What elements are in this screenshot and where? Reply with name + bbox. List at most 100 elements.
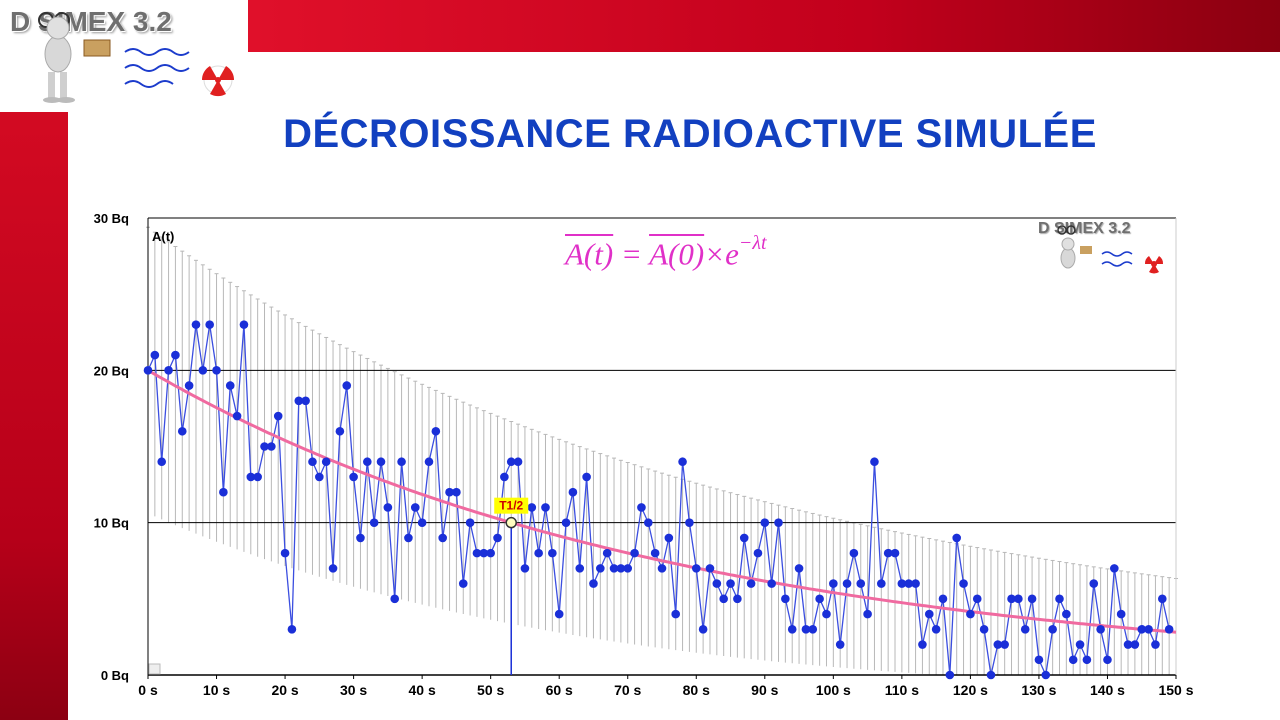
x-tick-label: 130 s (1021, 682, 1056, 698)
data-point (548, 548, 557, 558)
data-point (890, 548, 900, 558)
half-life-point (505, 516, 517, 529)
scroll-handle[interactable] (148, 663, 161, 675)
x-tick-label: 80 s (683, 682, 710, 698)
data-point (232, 411, 242, 421)
data-point (1157, 594, 1167, 604)
data-point (1082, 655, 1092, 665)
data-point (184, 381, 194, 390)
data-point (164, 366, 173, 375)
tick-labels: 0 s 10 s 20 s 30 s 40 s 50 s 60 s 70 s 80 s 90 s 1… (94, 211, 1194, 698)
data-point (246, 472, 256, 482)
page-title: DÉCROISSANCE RADIOACTIVE SIMULÉE (283, 112, 1097, 156)
data-point (294, 396, 304, 406)
data-point (321, 457, 331, 467)
x-tick-label: 60 s (546, 682, 573, 698)
data-point (1062, 609, 1071, 619)
data-point (397, 457, 406, 467)
y-tick-label: 10 Bq (94, 516, 129, 531)
data-point (643, 518, 653, 527)
data-point (842, 579, 852, 588)
data-point (685, 518, 694, 527)
x-tick-label: 150 s (1158, 682, 1193, 698)
y-tick-label: 0 Bq (101, 668, 129, 683)
data-point (500, 472, 509, 482)
x-tick-label: 30 s (340, 682, 367, 698)
x-tick-label: 50 s (477, 682, 504, 698)
data-point (739, 533, 749, 543)
x-tick-label: 40 s (409, 682, 436, 698)
data-point (554, 609, 564, 619)
half-life-label-bg (494, 497, 529, 514)
data-point (602, 548, 612, 558)
data-point (815, 594, 824, 604)
x-tick-label: 110 s (885, 682, 919, 698)
data-point (356, 533, 365, 543)
data-point (596, 564, 605, 573)
data-point (705, 564, 715, 573)
data-point (719, 594, 728, 604)
top-red-band (248, 0, 1280, 52)
data-point (657, 564, 667, 573)
formula-rhs: A(0) (649, 236, 705, 272)
data-point (883, 548, 893, 558)
data-point (1123, 640, 1133, 649)
data-point (575, 564, 585, 573)
data-point (328, 564, 338, 573)
data-point (1110, 564, 1119, 573)
half-life-marker: T1/2 (494, 497, 529, 675)
data-point (863, 609, 872, 619)
data-point (287, 625, 297, 634)
data-point (369, 518, 379, 527)
data-point (424, 457, 434, 467)
x-tick-label: 90 s (751, 682, 778, 698)
x-tick-label: 120 s (953, 682, 988, 698)
data-point (924, 609, 934, 619)
data-point (1130, 640, 1140, 649)
data-point (938, 594, 948, 604)
data-point (1027, 594, 1037, 604)
data-point (239, 320, 249, 329)
data-point (157, 457, 167, 467)
data-point (1151, 640, 1160, 649)
data-point (273, 411, 283, 421)
data-point (808, 625, 818, 634)
decay-formula: A(t) = A(0)×e−λt (565, 232, 767, 272)
data-point (664, 533, 674, 543)
y-axis-label: A(t) (152, 229, 174, 244)
data-point (417, 518, 427, 527)
x-tick-label: 140 s (1090, 682, 1125, 698)
data-point (1137, 625, 1147, 634)
data-point (513, 457, 523, 467)
data-point (541, 503, 550, 512)
data-point (753, 548, 763, 558)
data-point (1055, 594, 1064, 604)
confidence-bars (146, 226, 1178, 675)
data-point (993, 640, 1003, 649)
data-point (972, 594, 982, 604)
data-point (452, 487, 461, 497)
data-point (1164, 625, 1174, 634)
x-tick-label: 100 s (816, 682, 851, 698)
data-point (171, 350, 180, 360)
data-point (568, 487, 578, 497)
data-point (870, 457, 879, 467)
data-point (177, 426, 187, 436)
data-point (267, 442, 276, 451)
data-point (335, 426, 345, 436)
data-point (691, 564, 701, 573)
grid-lines (148, 217, 1176, 524)
data-point (787, 625, 797, 634)
data-point (733, 594, 742, 604)
axes (147, 218, 1177, 676)
data-point (712, 579, 722, 588)
data-point (363, 457, 372, 467)
data-point (589, 579, 598, 588)
data-point (781, 594, 790, 604)
data-point (253, 472, 262, 482)
data-point (835, 640, 845, 649)
data-point (609, 564, 619, 573)
left-red-band (0, 112, 68, 720)
app-logo: D SIMEX 3.2 (0, 0, 248, 112)
data-point (966, 609, 975, 619)
